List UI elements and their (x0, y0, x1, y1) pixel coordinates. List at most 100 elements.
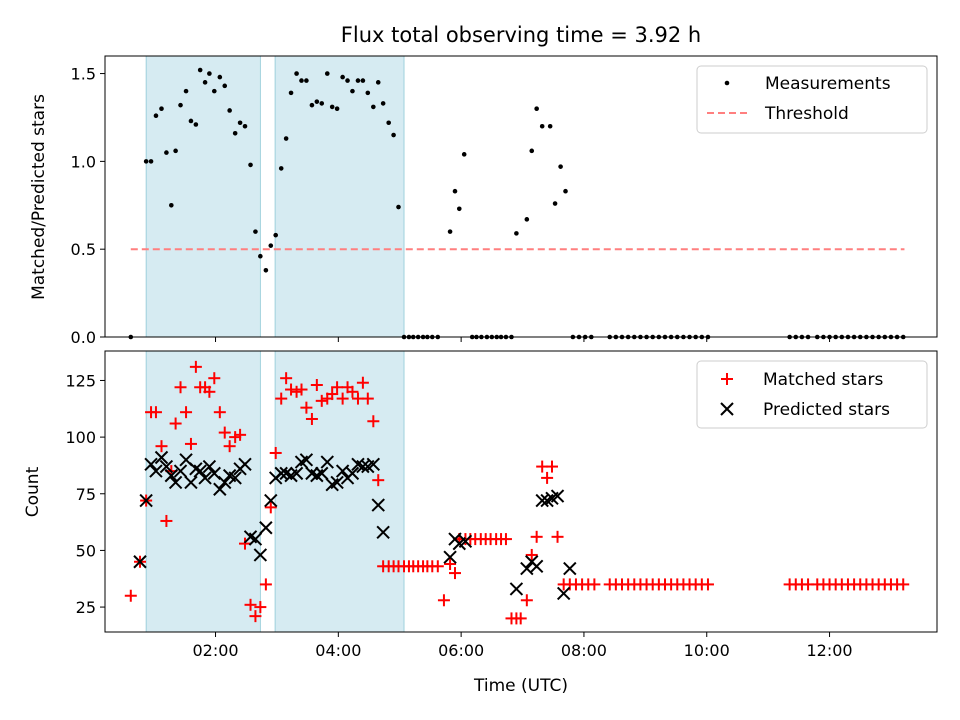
legend-marker-measurements (724, 80, 730, 86)
top-x-ticks (215, 337, 831, 342)
measurement-point (193, 122, 199, 127)
measurement-point (514, 231, 519, 236)
matched-star-point (213, 406, 226, 419)
series-matched-stars (124, 360, 910, 625)
matched-star-point (180, 406, 193, 419)
measurement-point (207, 71, 212, 76)
measurement-point (329, 104, 335, 110)
measurement-point (173, 148, 178, 154)
measurement-point (232, 130, 238, 136)
x-tick-label: 06:00 (438, 641, 484, 660)
bottom-x-ticks: 02:00 04:00 06:00 08:00 10:00 12:00 (192, 632, 853, 660)
measurement-point (258, 253, 263, 259)
predicted-star-point (238, 457, 252, 472)
matched-star-point (254, 601, 267, 614)
measurement-point (164, 150, 169, 155)
observing-interval-2 (274, 350, 405, 633)
y-tick-label: 0.5 (71, 240, 96, 259)
measurement-point (253, 229, 258, 234)
matched-star-point (346, 385, 359, 398)
x-tick-label: 08:00 (561, 641, 607, 660)
predicted-star-point (563, 561, 577, 576)
x-tick-label: 02:00 (192, 641, 238, 660)
measurement-point (391, 132, 396, 138)
predicted-star-point (154, 450, 169, 465)
predicted-star-point (535, 493, 549, 508)
matched-star-point (499, 533, 512, 546)
measurement-point (299, 78, 304, 83)
matched-star-point (448, 567, 461, 580)
matched-star-point (541, 471, 554, 484)
measurement-point (360, 78, 366, 83)
measurement-point (153, 113, 159, 119)
measurement-point (263, 267, 269, 273)
predicted-star-point (218, 475, 232, 490)
measurement-point (304, 78, 309, 83)
matched-star-point (372, 474, 385, 487)
predicted-star-point (144, 457, 158, 472)
matched-star-point (264, 501, 277, 514)
measurement-point (371, 104, 376, 110)
measurement-point (529, 148, 535, 154)
measurement-point (248, 162, 253, 168)
matched-star-point (184, 437, 197, 450)
matched-star-point (160, 514, 173, 527)
measurement-point (217, 74, 223, 80)
predicted-star-point (371, 498, 385, 512)
measurement-point (237, 120, 243, 126)
y-tick-label: 25 (76, 598, 96, 617)
predicted-star-point (168, 475, 183, 490)
matched-star-point (437, 594, 450, 607)
bottom-axes-frame (104, 350, 938, 633)
predicted-star-point (299, 453, 314, 467)
matched-star-point (525, 548, 538, 561)
matched-star-point (285, 383, 298, 396)
top-axes-frame (104, 55, 938, 338)
observing-interval-1 (145, 55, 261, 338)
measurement-point (148, 159, 154, 164)
predicted-star-point (228, 471, 242, 485)
measurement-point (242, 123, 248, 129)
chart-title: Flux total observing time = 3.92 h (341, 23, 701, 47)
measurement-point (380, 101, 386, 106)
matched-star-point (520, 594, 533, 607)
matched-star-point (444, 558, 457, 571)
y-tick-label: 0.0 (71, 328, 96, 347)
matched-star-point (897, 578, 910, 591)
measurement-point (452, 188, 458, 194)
measurement-point (552, 201, 558, 206)
x-tick-label: 04:00 (315, 641, 361, 660)
matched-star-point (259, 578, 272, 591)
matched-star-point (361, 392, 374, 405)
matched-star-point (275, 392, 288, 405)
observing-interval-1 (145, 350, 261, 633)
matched-star-point (305, 412, 318, 425)
predicted-star-point (133, 555, 147, 569)
predicted-star-point (520, 561, 534, 576)
measurement-point (227, 108, 232, 113)
measurement-point (375, 80, 381, 85)
predicted-star-point (184, 475, 198, 490)
measurement-point (558, 164, 563, 169)
observing-interval-2 (274, 55, 405, 338)
measurement-point (396, 204, 401, 210)
legend-label-matched-stars: Matched stars (763, 370, 883, 390)
measurement-point (283, 136, 289, 141)
predicted-star-point (356, 459, 370, 474)
predicted-star-point (274, 466, 288, 481)
predicted-star-point (159, 459, 174, 474)
matched-star-point (189, 360, 202, 373)
measurement-point (197, 67, 203, 73)
x-axis-label: Time (UTC) (473, 676, 568, 696)
measurement-point (278, 166, 284, 171)
predicted-star-point (315, 466, 329, 481)
top-legend: Measurements Threshold (696, 65, 928, 134)
measurement-point (547, 123, 553, 129)
matched-star-point (280, 372, 293, 385)
measurement-point (159, 106, 164, 111)
matched-star-point (310, 378, 323, 391)
matched-star-point (244, 598, 257, 611)
measurement-point (273, 232, 278, 238)
measurement-point (355, 78, 361, 83)
matched-star-point (249, 610, 262, 623)
